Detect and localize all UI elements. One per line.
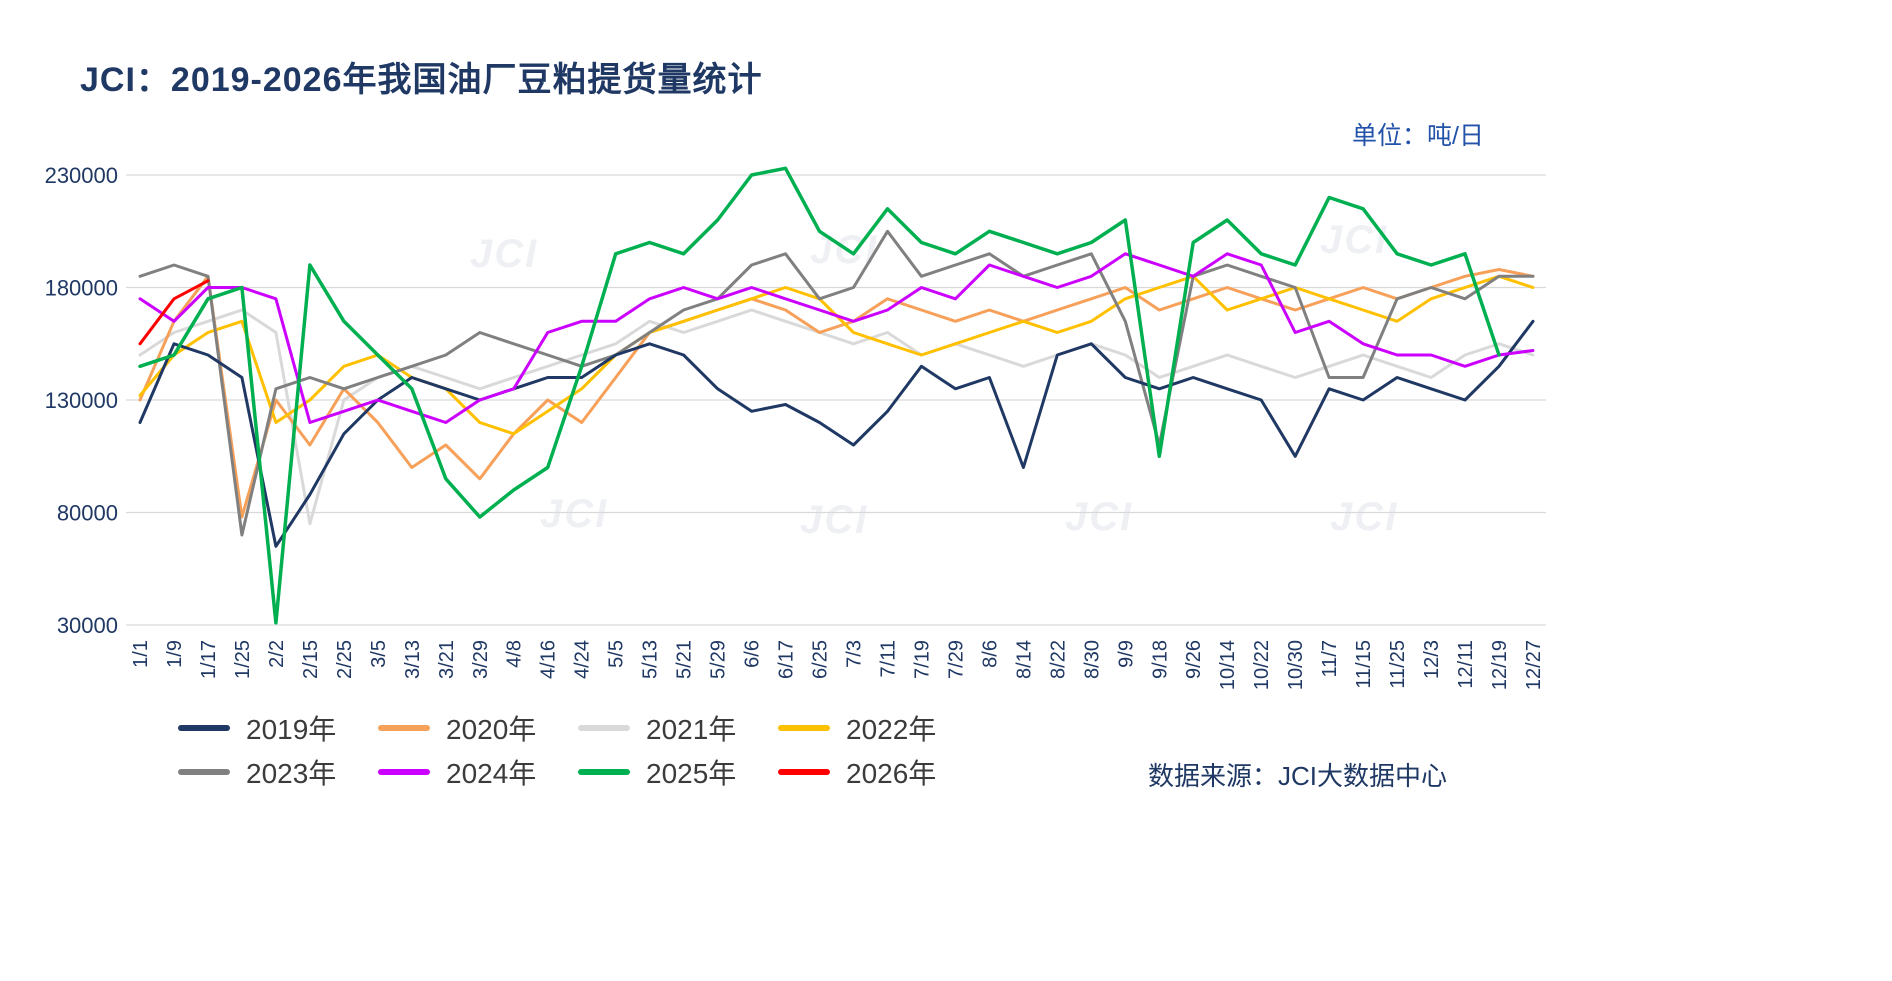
x-axis-label: 9/9 [1115, 640, 1137, 668]
x-axis-label: 5/5 [606, 640, 628, 668]
x-axis-label: 3/29 [470, 640, 492, 679]
x-axis-label: 7/3 [843, 640, 865, 668]
legend-swatch [778, 725, 830, 731]
x-axis-label: 1/9 [164, 640, 186, 668]
legend-item-2025年: 2025年 [578, 750, 778, 794]
x-axis-label: 6/25 [810, 640, 832, 679]
legend-swatch [378, 725, 430, 731]
x-axis-label: 8/30 [1081, 640, 1103, 679]
x-axis-label: 7/19 [911, 640, 933, 679]
x-axis-label: 9/18 [1149, 640, 1171, 679]
legend-label: 2026年 [846, 758, 937, 789]
x-axis-label: 4/8 [504, 640, 526, 668]
series-line-2026年 [138, 279, 210, 346]
x-axis-label: 7/29 [945, 640, 967, 679]
x-axis-label: 6/17 [776, 640, 798, 679]
legend-label: 2025年 [646, 758, 737, 789]
y-axis-label: 180000 [45, 276, 118, 301]
legend-label: 2019年 [246, 714, 337, 745]
x-axis-label: 4/16 [538, 640, 560, 679]
x-axis-label: 11/7 [1319, 640, 1341, 677]
x-axis-label: 3/21 [436, 640, 458, 679]
x-axis-label: 7/11 [877, 640, 899, 677]
x-axis-label: 2/15 [300, 640, 322, 679]
legend-swatch [378, 769, 430, 775]
x-axis-label: 3/5 [368, 640, 390, 668]
x-axis-label: 5/29 [708, 640, 730, 679]
data-source: 数据来源：JCI大数据中心 [1148, 761, 1448, 791]
legend-swatch [178, 769, 230, 775]
x-axis-label: 10/14 [1217, 640, 1239, 690]
x-axis-label: 2/2 [266, 640, 288, 668]
legend-label: 2024年 [446, 758, 537, 789]
legend-item-2026年: 2026年 [778, 750, 978, 794]
series-line-2025年 [138, 166, 1501, 625]
x-axis-label: 5/21 [674, 640, 696, 679]
legend-item-2021年: 2021年 [578, 706, 778, 750]
series-line-2024年 [138, 252, 1535, 424]
x-axis-label: 10/22 [1251, 640, 1273, 690]
legend: 2019年 2020年 2021年 2022年 2023年 2024年 2025年 2026… [178, 706, 978, 794]
x-axis-label: 12/27 [1523, 640, 1545, 690]
unit-label: 单位：吨/日 [1352, 122, 1484, 150]
legend-swatch [578, 725, 630, 731]
x-axis-label: 1/25 [232, 640, 254, 679]
x-axis-label: 11/15 [1353, 640, 1375, 689]
x-axis-label: 3/13 [402, 640, 424, 679]
legend-item-2024年: 2024年 [378, 750, 578, 794]
series-line-2023年 [138, 229, 1535, 537]
x-axis-label: 12/11 [1455, 640, 1477, 689]
x-axis-label: 12/3 [1421, 640, 1443, 679]
series-line-2021年 [138, 308, 1535, 526]
x-axis-label: 10/30 [1285, 640, 1307, 690]
legend-row-2: 2023年 2024年 2025年 2026年 [178, 750, 978, 794]
y-axis-label: 80000 [57, 501, 118, 526]
x-axis-label: 2/25 [334, 640, 356, 679]
x-axis-label: 4/24 [572, 640, 594, 679]
legend-label: 2022年 [846, 714, 937, 745]
legend-item-2023年: 2023年 [178, 750, 378, 794]
x-axis-label: 8/14 [1013, 640, 1035, 679]
x-axis-label: 6/6 [742, 640, 764, 668]
x-axis-label: 1/17 [198, 640, 220, 679]
legend-item-2022年: 2022年 [778, 706, 978, 750]
x-axis-label: 5/13 [640, 640, 662, 679]
legend-swatch [578, 769, 630, 775]
series-line-2019年 [138, 319, 1535, 548]
x-axis-label: 11/25 [1387, 640, 1409, 689]
series-line-2020年 [138, 268, 1535, 519]
legend-label: 2023年 [246, 758, 337, 789]
y-axis-label: 230000 [45, 163, 118, 188]
x-axis-label: 1/1 [130, 640, 152, 668]
x-axis-label: 9/26 [1183, 640, 1205, 679]
legend-swatch [778, 769, 830, 775]
x-axis-label: 8/6 [979, 640, 1001, 668]
x-axis-label: 8/22 [1047, 640, 1069, 679]
legend-label: 2020年 [446, 714, 537, 745]
legend-swatch [178, 725, 230, 731]
legend-item-2019年: 2019年 [178, 706, 378, 750]
legend-item-2020年: 2020年 [378, 706, 578, 750]
x-axis-label: 12/19 [1489, 640, 1511, 690]
y-axis-label: 130000 [45, 388, 118, 413]
page-title: JCI：2019-2026年我国油厂豆粕提货量统计 [80, 61, 763, 99]
legend-label: 2021年 [646, 714, 737, 745]
y-axis-label: 30000 [57, 613, 118, 638]
legend-row-1: 2019年 2020年 2021年 2022年 [178, 706, 978, 750]
